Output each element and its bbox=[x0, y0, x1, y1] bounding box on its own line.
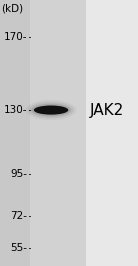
Text: JAK2: JAK2 bbox=[90, 103, 124, 118]
Bar bbox=[86, 0, 138, 266]
Text: (kD): (kD) bbox=[1, 4, 23, 14]
Ellipse shape bbox=[28, 102, 74, 118]
Text: 95-: 95- bbox=[11, 169, 28, 179]
Text: 130-: 130- bbox=[4, 105, 28, 115]
Text: 170-: 170- bbox=[4, 32, 28, 42]
Text: 55-: 55- bbox=[11, 243, 28, 253]
Ellipse shape bbox=[31, 104, 71, 117]
Ellipse shape bbox=[34, 106, 68, 115]
Text: 72-: 72- bbox=[11, 211, 28, 222]
Bar bbox=[30, 0, 86, 266]
